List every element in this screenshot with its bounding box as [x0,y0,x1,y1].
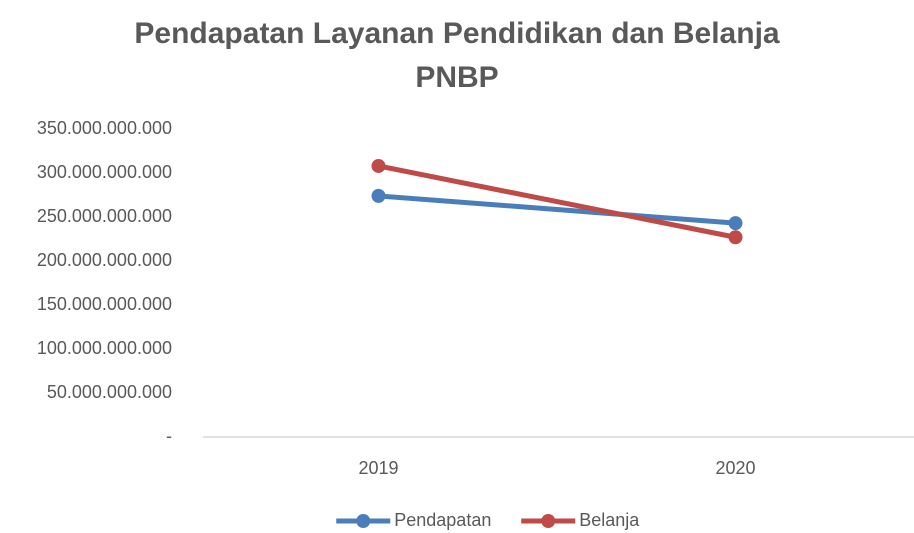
x-tick-label: 2020 [715,458,755,478]
y-tick-label: 350.000.000.000 [37,118,172,138]
y-tick-label: 150.000.000.000 [37,294,172,314]
y-tick-label: 100.000.000.000 [37,338,172,358]
data-point [371,188,386,203]
legend-label: Pendapatan [394,510,491,530]
data-point [728,216,743,231]
series-line [376,163,738,240]
y-tick-label: 250.000.000.000 [37,206,172,226]
legend-marker [356,514,371,528]
legend-marker [541,514,556,528]
x-tick-label: 2019 [358,458,398,478]
legend-label: Belanja [579,510,640,530]
data-point [371,158,386,173]
y-tick-label: - [166,426,172,446]
chart-title: Pendapatan Layanan Pendidikan dan Belanj… [134,17,780,94]
y-tick-label: 300.000.000.000 [37,162,172,182]
y-tick-label: 50.000.000.000 [47,382,172,402]
data-point [728,230,743,245]
y-tick-label: 200.000.000.000 [37,250,172,270]
series-line [376,193,738,226]
